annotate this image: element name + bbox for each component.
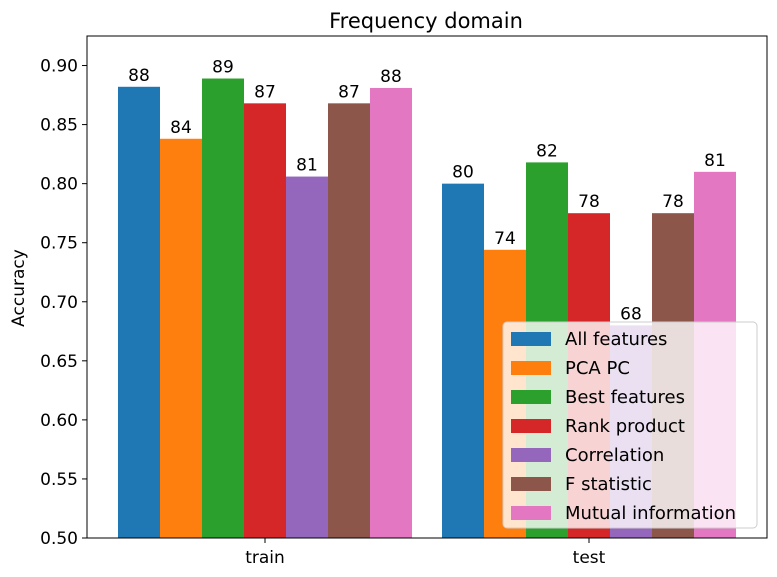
- data-label: 81: [296, 156, 318, 176]
- data-label: 84: [170, 118, 192, 138]
- y-tick-label: 0.75: [40, 234, 78, 254]
- legend-label: All features: [565, 329, 667, 350]
- data-label: 74: [494, 229, 516, 249]
- y-tick-label: 0.90: [40, 57, 78, 77]
- legend-swatch: [511, 390, 551, 404]
- legend-label: F statistic: [565, 474, 652, 495]
- data-label: 88: [380, 67, 402, 87]
- bar-pca-pc-train: [160, 138, 202, 538]
- data-label: 81: [704, 151, 726, 171]
- data-label: 78: [662, 192, 684, 212]
- data-label: 88: [128, 66, 150, 86]
- bar-all-features-train: [118, 86, 160, 538]
- legend-swatch: [511, 419, 551, 433]
- y-axis-label: Accuracy: [9, 249, 29, 327]
- legend-swatch: [511, 477, 551, 491]
- bar-best-features-train: [202, 78, 244, 539]
- y-tick-label: 0.50: [40, 529, 78, 549]
- axes-group: 0.50 0.55 0.60 0.65 0.70 0.75 0.80 0.85 0.90 trai…: [40, 35, 768, 568]
- legend-label: Mutual information: [565, 503, 736, 524]
- y-tick-label: 0.60: [40, 411, 78, 431]
- legend-box: [502, 321, 758, 529]
- legend-label: Best features: [565, 387, 685, 408]
- legend-swatch: [511, 448, 551, 462]
- data-label: 82: [536, 141, 558, 161]
- bar-mutual-information-train: [370, 87, 412, 538]
- bar-all-features-test: [442, 183, 484, 538]
- legend-label: Correlation: [565, 445, 664, 466]
- legend: All features PCA PC Best features Rank prod…: [502, 321, 758, 529]
- x-tick-label: train: [245, 548, 285, 568]
- data-label: 68: [620, 304, 642, 324]
- bar-f-statistic-train: [328, 103, 370, 538]
- legend-swatch: [511, 361, 551, 375]
- x-tick-label: test: [573, 548, 606, 568]
- legend-label: PCA PC: [565, 358, 630, 379]
- data-label: 78: [578, 192, 600, 212]
- y-tick-label: 0.80: [40, 175, 78, 195]
- bar-correlation-train: [286, 176, 328, 538]
- plot-frame: [86, 35, 768, 539]
- y-tick-label: 0.85: [40, 116, 78, 136]
- y-tick-label: 0.55: [40, 470, 78, 490]
- data-label: 87: [254, 82, 276, 102]
- y-tick-label: 0.65: [40, 352, 78, 372]
- bar-rank-product-train: [244, 103, 286, 538]
- legend-label: Rank product: [565, 416, 685, 437]
- data-label: 87: [338, 82, 360, 102]
- chart-title: Frequency domain: [329, 9, 523, 33]
- data-label: 80: [452, 163, 474, 183]
- legend-swatch: [511, 332, 551, 346]
- legend-swatch: [511, 506, 551, 520]
- y-tick-label: 0.70: [40, 293, 78, 313]
- data-label: 89: [212, 58, 234, 78]
